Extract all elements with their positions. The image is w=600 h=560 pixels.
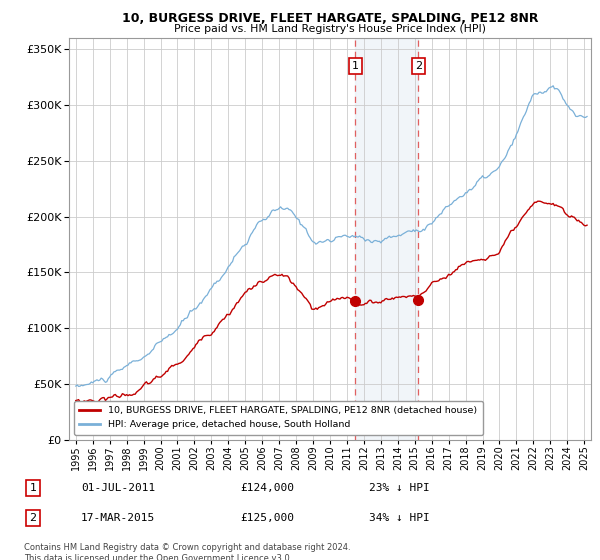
Text: 17-MAR-2015: 17-MAR-2015 [81, 513, 155, 523]
Bar [355, 38, 418, 440]
Text: 1: 1 [352, 61, 359, 71]
Text: 34% ↓ HPI: 34% ↓ HPI [369, 513, 430, 523]
Text: Contains HM Land Registry data © Crown copyright and database right 2024.
This d: Contains HM Land Registry data © Crown c… [24, 543, 350, 560]
Text: 01-JUL-2011: 01-JUL-2011 [81, 483, 155, 493]
Text: 1: 1 [29, 483, 37, 493]
Text: 10, BURGESS DRIVE, FLEET HARGATE, SPALDING, PE12 8NR: 10, BURGESS DRIVE, FLEET HARGATE, SPALDI… [122, 12, 538, 25]
Text: £124,000: £124,000 [240, 483, 294, 493]
Text: 2: 2 [29, 513, 37, 523]
Text: 2: 2 [415, 61, 422, 71]
Legend: 10, BURGESS DRIVE, FLEET HARGATE, SPALDING, PE12 8NR (detached house), HPI: Aver: 10, BURGESS DRIVE, FLEET HARGATE, SPALDI… [74, 401, 482, 435]
Text: £125,000: £125,000 [240, 513, 294, 523]
Text: 23% ↓ HPI: 23% ↓ HPI [369, 483, 430, 493]
Text: Price paid vs. HM Land Registry's House Price Index (HPI): Price paid vs. HM Land Registry's House … [174, 24, 486, 34]
